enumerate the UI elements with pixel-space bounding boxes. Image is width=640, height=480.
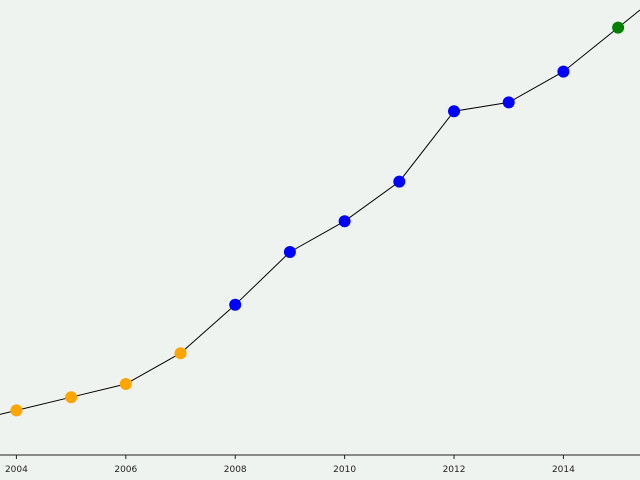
x-axis-ticks: 2004 2006 2008 2010 2012 2014 xyxy=(5,455,575,475)
data-point-2010 xyxy=(338,215,351,228)
data-point-2014 xyxy=(557,65,570,78)
data-point-2009 xyxy=(283,246,296,258)
data-point-2004 xyxy=(10,404,23,417)
data-point-2005 xyxy=(65,391,78,404)
data-point-2007 xyxy=(174,347,187,360)
data-point-2012 xyxy=(448,105,461,118)
data-point-2015 xyxy=(612,21,625,34)
x-tick-label: 2004 xyxy=(5,465,28,475)
data-point-2008 xyxy=(229,298,242,311)
series-line xyxy=(0,9,640,415)
x-tick-label: 2014 xyxy=(552,465,575,475)
x-tick-label: 2008 xyxy=(224,465,247,475)
x-tick-label: 2010 xyxy=(333,465,356,475)
data-point-2013 xyxy=(502,96,515,109)
data-point-2011 xyxy=(393,175,406,188)
x-tick-label: 2012 xyxy=(443,465,466,475)
x-tick-label: 2006 xyxy=(114,465,137,475)
data-point-2006 xyxy=(119,378,132,390)
data-points xyxy=(10,21,625,417)
